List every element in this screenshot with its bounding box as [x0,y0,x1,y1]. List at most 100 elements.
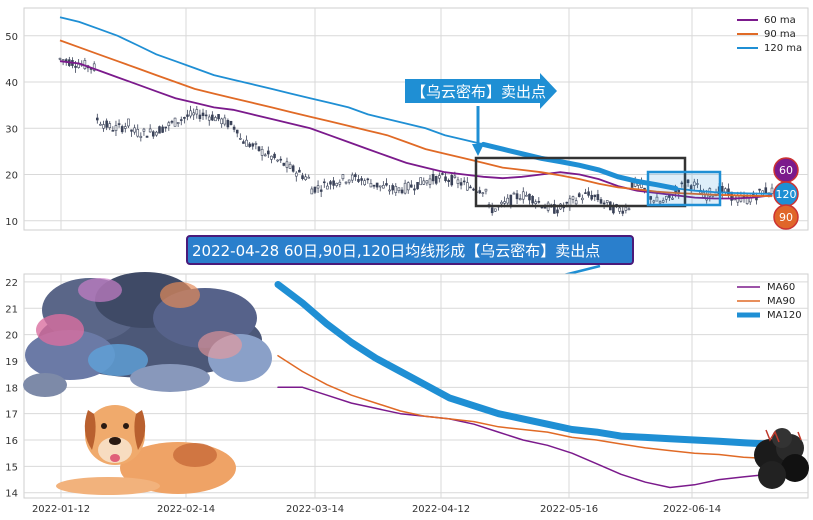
candle-body [431,174,435,182]
candle-body [332,180,335,186]
candle-body [410,184,413,188]
candle-body [453,175,457,178]
top-y-tick-label: 30 [5,124,18,135]
candle-body [273,153,276,159]
candle-body [257,146,261,151]
candle-body [438,175,441,179]
candle-body [304,176,307,180]
candle-body [671,197,674,200]
candle-body [291,165,295,172]
candle-body [518,198,522,201]
candle-body [127,118,130,127]
candle-body [186,114,189,117]
candle-body [288,163,292,169]
candle-body [204,114,208,117]
candle-body [229,120,233,125]
candle-body [528,193,531,201]
candle-body [574,200,578,205]
candle-body [347,179,351,183]
legend-label-MA120: MA120 [767,310,802,321]
candle-body [372,184,376,187]
candle-body [391,185,394,191]
candle-body [114,125,118,131]
candle-body [214,117,217,122]
candle-body [553,204,556,214]
bottom-y-tick-label: 15 [5,462,18,473]
callout-label: 【乌云密布】卖出点 [411,83,546,101]
candle-body [248,143,251,147]
candle-body [686,179,690,184]
candle-body [577,193,581,197]
candle-body [357,179,360,182]
top-y-ticks: 10 20 30 40 50 [5,32,18,228]
candle-body [556,209,559,214]
candle-body [416,182,419,190]
candle-body [217,114,220,120]
candle-body [627,208,631,211]
candle-body [223,117,227,125]
candle-body [425,180,429,184]
bottom-line-MA60 [277,386,769,489]
candle-body [462,180,466,183]
candle-body [363,180,366,185]
candle-body [378,185,382,188]
candle-body [61,59,65,61]
candle-body [770,187,774,194]
candle-body [369,183,373,188]
candle-body [245,139,248,147]
candle-body [173,117,177,127]
candle-body [198,114,202,119]
candle-body [136,129,140,137]
callout-arrow-shape [405,73,557,109]
candle-body [472,188,475,191]
bottom-y-tick-label: 17 [5,410,18,421]
candle-body [509,194,513,206]
candle-body [422,180,426,185]
candle-body [96,117,99,121]
candle-body [571,196,575,200]
candle-body [590,194,593,200]
candle-body [655,196,659,202]
black-cloud-icon [754,428,809,489]
candle-body [493,208,497,212]
candle-body [724,188,727,193]
candle-body [394,185,398,193]
candle-body [133,127,136,133]
candle-body [313,186,317,193]
candle-body [192,112,195,116]
bottom-x-tick-label: 2022-02-14 [157,504,215,515]
candle-body [310,188,314,195]
candle-body [270,155,273,160]
candle-body [335,182,339,186]
candle-body [298,169,301,173]
candle-body [338,181,342,185]
candle-body [478,190,482,194]
candle-body [596,194,600,201]
candle-body [680,182,684,185]
candle-body [285,161,289,168]
candle-body [183,117,186,119]
candle-body [649,196,653,200]
bottom-ma-lines [274,281,772,489]
bottom-y-tick-label: 20 [5,331,18,342]
candle-body [123,126,127,129]
candle-body [111,130,115,132]
bottom-x-tick-label: 2022-03-14 [286,504,344,515]
top-y-tick-label: 40 [5,78,18,89]
candle-body [366,178,370,181]
candle-body [279,158,283,161]
candle-body [565,201,569,204]
candle-body [624,207,628,211]
candle-body [341,174,345,180]
date-banner-box [186,235,634,265]
candle-body [537,201,541,203]
candle-body [456,179,460,184]
bottom-y-tick-label: 21 [5,304,18,315]
candle-body [413,188,416,191]
bottom-y-tick-label: 22 [5,278,18,289]
candle-body [139,135,143,138]
candle-body [727,188,730,195]
candle-body [521,191,525,200]
